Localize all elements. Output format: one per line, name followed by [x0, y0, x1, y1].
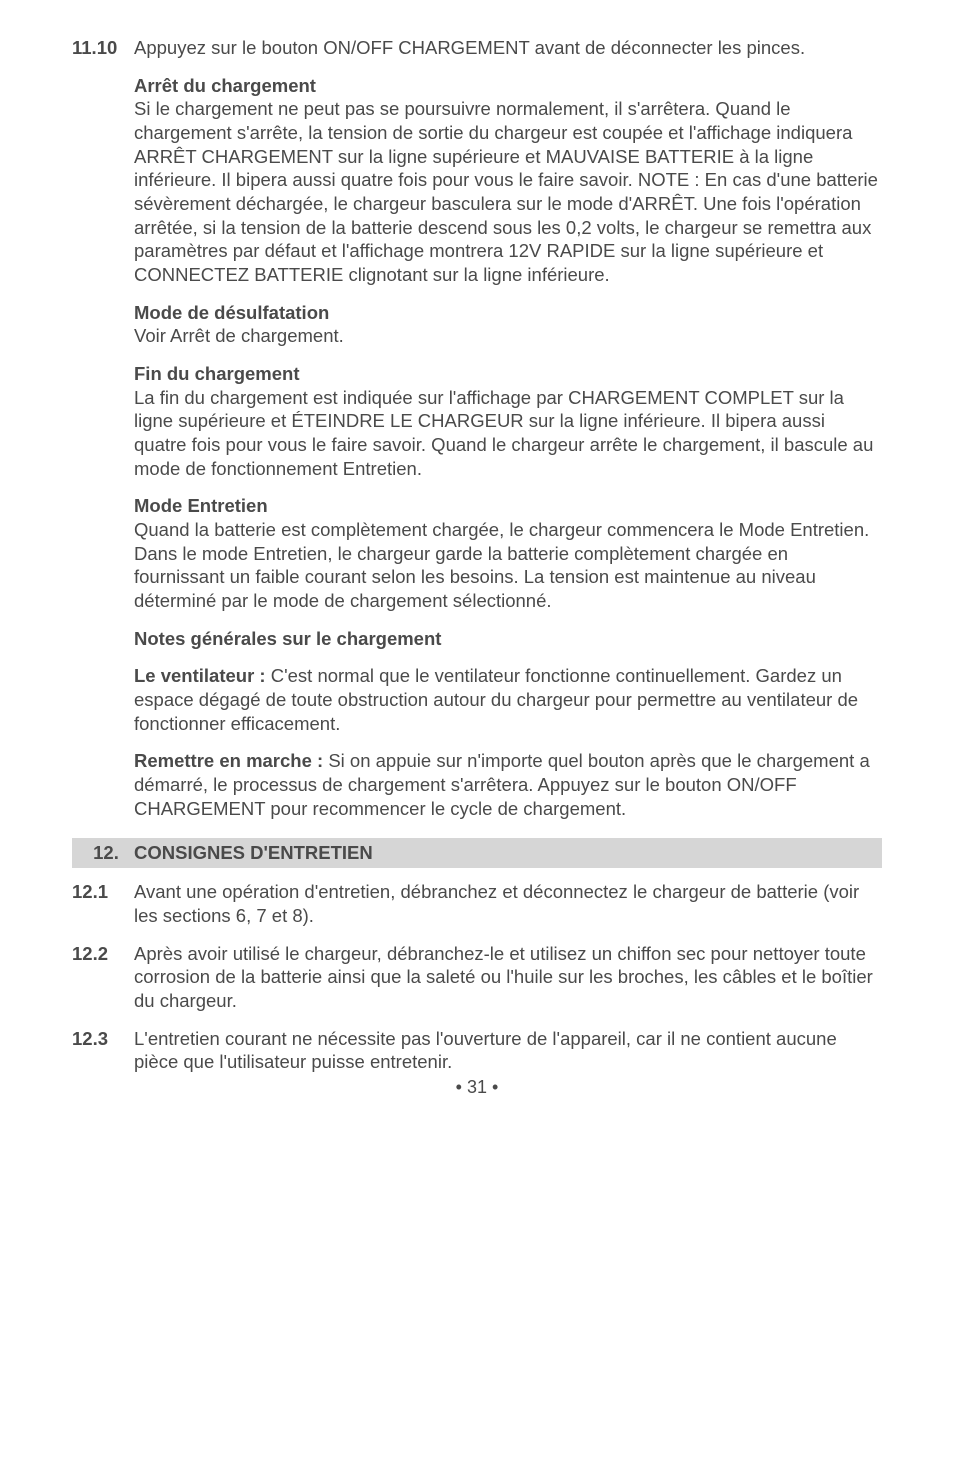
section-12-2: 12.2 Après avoir utilisé le chargeur, dé… — [72, 942, 882, 1013]
text-desulf: Voir Arrêt de chargement. — [134, 324, 882, 348]
section-text: Avant une opération d'entretien, débranc… — [134, 880, 882, 927]
section-number: 12.1 — [72, 880, 134, 927]
heading-notes: Notes générales sur le chargement — [134, 627, 882, 651]
section-header-num: 12. — [78, 841, 134, 865]
page-number: • 31 • — [72, 1076, 882, 1099]
section-11-10: 11.10 Appuyez sur le bouton ON/OFF CHARG… — [72, 36, 882, 60]
section-number: 11.10 — [72, 36, 134, 60]
section-header-12: 12. CONSIGNES D'ENTRETIEN — [72, 838, 882, 868]
heading-fin: Fin du chargement — [134, 362, 882, 386]
text-entretien: Quand la batterie est complètement charg… — [134, 518, 882, 613]
block-remettre: Remettre en marche : Si on appuie sur n'… — [134, 749, 882, 820]
section-text: Appuyez sur le bouton ON/OFF CHARGEMENT … — [134, 36, 882, 60]
section-header-title: CONSIGNES D'ENTRETIEN — [134, 841, 373, 865]
section-text: L'entretien courant ne nécessite pas l'o… — [134, 1027, 882, 1074]
heading-arret: Arrêt du chargement — [134, 74, 882, 98]
heading-entretien: Mode Entretien — [134, 494, 882, 518]
block-fin: Fin du chargement La fin du chargement e… — [134, 362, 882, 480]
section-12-3: 12.3 L'entretien courant ne nécessite pa… — [72, 1027, 882, 1074]
label-remettre: Remettre en marche : — [134, 750, 328, 771]
label-ventilateur: Le ventilateur : — [134, 665, 271, 686]
block-entretien: Mode Entretien Quand la batterie est com… — [134, 494, 882, 612]
text-fin: La fin du chargement est indiquée sur l'… — [134, 386, 882, 481]
heading-desulf: Mode de désulfatation — [134, 301, 882, 325]
block-arret: Arrêt du chargement Si le chargement ne … — [134, 74, 882, 287]
block-notes-title: Notes générales sur le chargement — [134, 627, 882, 651]
text-arret: Si le chargement ne peut pas se poursuiv… — [134, 97, 882, 286]
section-text: Après avoir utilisé le chargeur, débranc… — [134, 942, 882, 1013]
section-number: 12.2 — [72, 942, 134, 1013]
block-ventilateur: Le ventilateur : C'est normal que le ven… — [134, 664, 882, 735]
section-number: 12.3 — [72, 1027, 134, 1074]
section-12-1: 12.1 Avant une opération d'entretien, dé… — [72, 880, 882, 927]
block-desulf: Mode de désulfatation Voir Arrêt de char… — [134, 301, 882, 348]
